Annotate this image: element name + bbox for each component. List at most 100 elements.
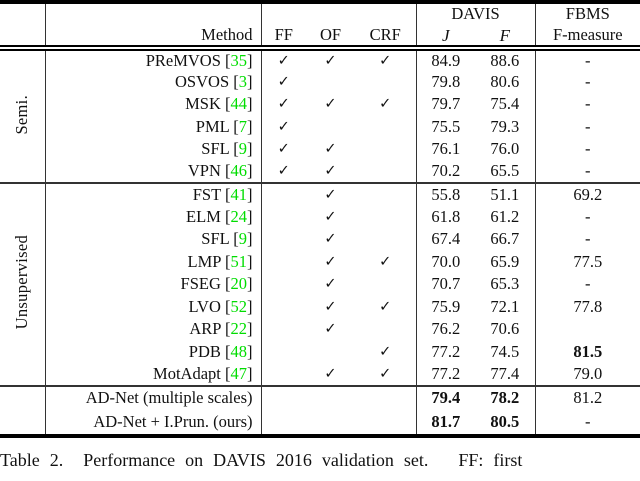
method-cell: PML [7] — [44, 115, 261, 138]
ff-check-cell — [260, 318, 306, 341]
f-value-cell: 70.6 — [490, 319, 520, 338]
table-row: OSVOS [3] ✓ 79.8 80.6- — [0, 70, 640, 93]
method-name: PReMVOS — [145, 50, 221, 70]
method-name: PML — [195, 116, 230, 136]
ff-check-cell: ✓ — [260, 160, 306, 183]
method-name: MSK — [185, 94, 221, 113]
method-name: AD-Net + I.Prun. (ours) — [93, 411, 253, 431]
f-value-cell: 76.0 — [490, 139, 520, 158]
citation-number: 48 — [230, 341, 248, 361]
ff-check-cell — [260, 250, 306, 273]
j-value-cell: 79.4 — [415, 384, 476, 411]
j-value-cell: 77.2 — [415, 340, 476, 363]
of-check-cell: ✓ — [324, 253, 337, 270]
fbms-value-cell: - — [534, 205, 640, 228]
f-value-cell: 51.1 — [475, 182, 536, 206]
f-value-cell: 74.5 — [490, 341, 520, 361]
citation-number: 35 — [230, 50, 248, 70]
crf-check-cell: ✓ — [379, 343, 392, 360]
of-check-cell: ✓ — [324, 141, 337, 157]
of-check-cell — [306, 384, 355, 411]
table-row: SFL [9] ✓ 67.4 66.7- — [0, 228, 640, 251]
davis-column-header: DAVIS — [415, 2, 536, 25]
j-value-cell: 67.4 — [415, 228, 476, 251]
f-value-cell: 78.2 — [475, 384, 536, 411]
fbms-value-cell: - — [534, 115, 640, 138]
method-name: PDB — [188, 341, 221, 361]
fbms-value-cell: - — [534, 93, 640, 116]
method-cell: FST [41] — [44, 182, 261, 206]
header-spacer — [44, 2, 261, 25]
method-name: LVO — [188, 296, 221, 316]
crf-check-cell: ✓ — [379, 52, 392, 69]
citation-number: 3 — [238, 71, 247, 91]
crf-check-cell: ✓ — [379, 96, 392, 112]
j-value-cell: 76.2 — [415, 318, 476, 341]
method-cell: AD-Net + I.Prun. (ours) — [44, 410, 261, 436]
table-row: PML [7] ✓ 75.5 79.3- — [0, 115, 640, 139]
citation-number: 46 — [230, 161, 248, 180]
fbms-value-cell: 77.8 — [534, 295, 640, 318]
fbms-value-cell: - — [534, 228, 640, 251]
ff-check-cell — [260, 410, 306, 436]
crf-check-cell — [355, 273, 416, 296]
method-name: ARP — [189, 319, 221, 338]
j-value-cell: 70.0 — [415, 250, 476, 273]
citation-number: 41 — [230, 184, 248, 204]
table-body: Semi. PReMVOS [35] ✓ ✓ ✓ 84.9 88.6- OSVOS [3] ✓ 7… — [0, 48, 640, 436]
method-cell: LMP [51] — [44, 250, 261, 273]
j-value-cell: 79.8 — [415, 70, 476, 93]
j-value-cell: 81.7 — [415, 410, 476, 436]
crf-check-cell — [355, 116, 416, 139]
method-name: VPN — [187, 161, 221, 180]
j-value-cell: 75.9 — [415, 295, 476, 318]
citation-number: 7 — [238, 116, 247, 136]
crf-check-cell — [355, 206, 416, 229]
ff-check-cell: ✓ — [260, 70, 306, 93]
citation-number: 20 — [230, 274, 248, 293]
citation-number: 52 — [230, 296, 248, 316]
of-check-cell: ✓ — [324, 365, 337, 382]
method-cell: LVO [52] — [44, 295, 261, 318]
table-row: Unsupervised FST [41] ✓ 55.8 51.1 69.2 — [0, 182, 640, 386]
j-value-cell: 77.2 — [415, 363, 476, 386]
method-name: ELM — [186, 206, 221, 226]
fbms-value-cell: - — [534, 138, 640, 161]
crf-check-cell — [355, 411, 416, 436]
of-check-cell — [306, 341, 355, 364]
table-caption: Table 2. Performance on DAVIS 2016 valid… — [0, 449, 523, 470]
ff-check-cell — [260, 340, 306, 363]
of-check-cell: ✓ — [306, 182, 355, 206]
method-column-header: Method — [44, 25, 261, 51]
method-cell: VPN [46] — [44, 160, 261, 183]
crf-check-cell — [355, 138, 416, 161]
citation-number: 24 — [230, 206, 248, 226]
of-check-cell — [306, 116, 355, 139]
fbms-value-cell: - — [534, 273, 640, 296]
f-value-cell: 65.9 — [490, 251, 520, 271]
header-row-bottom: Method FF OF CRF J F F-measure — [0, 25, 640, 51]
of-check-cell: ✓ — [324, 321, 337, 337]
of-check-cell: ✓ — [324, 276, 337, 292]
citation-number: 51 — [230, 251, 248, 271]
ff-check-cell: ✓ — [260, 138, 306, 161]
method-cell: SFL [9] — [44, 228, 261, 251]
fbms-value-cell: 81.2 — [534, 384, 640, 411]
ff-check-cell — [260, 228, 306, 251]
citation-number: 9 — [238, 139, 247, 158]
f-value-cell: 61.2 — [490, 206, 520, 226]
citation-number: 44 — [230, 94, 248, 113]
ff-check-cell: ✓ — [260, 48, 306, 71]
crf-check-cell — [355, 384, 417, 411]
results-table: DAVIS FBMS Method FF OF CRF J F F-measur… — [0, 0, 640, 438]
fbms-value-cell: 69.2 — [534, 182, 640, 206]
fbms-value-cell: - — [534, 70, 640, 93]
of-check-cell: ✓ — [324, 208, 337, 225]
f-value-cell: 66.7 — [490, 229, 520, 248]
group-label: Unsupervised — [12, 235, 31, 330]
group-label-cell — [0, 384, 45, 436]
table-row: FSEG [20] ✓ 70.7 65.3- — [0, 273, 640, 296]
table-row: MotAdapt [47] ✓ ✓ 77.2 77.4 79.0 — [0, 363, 640, 386]
of-check-cell: ✓ — [324, 298, 337, 315]
